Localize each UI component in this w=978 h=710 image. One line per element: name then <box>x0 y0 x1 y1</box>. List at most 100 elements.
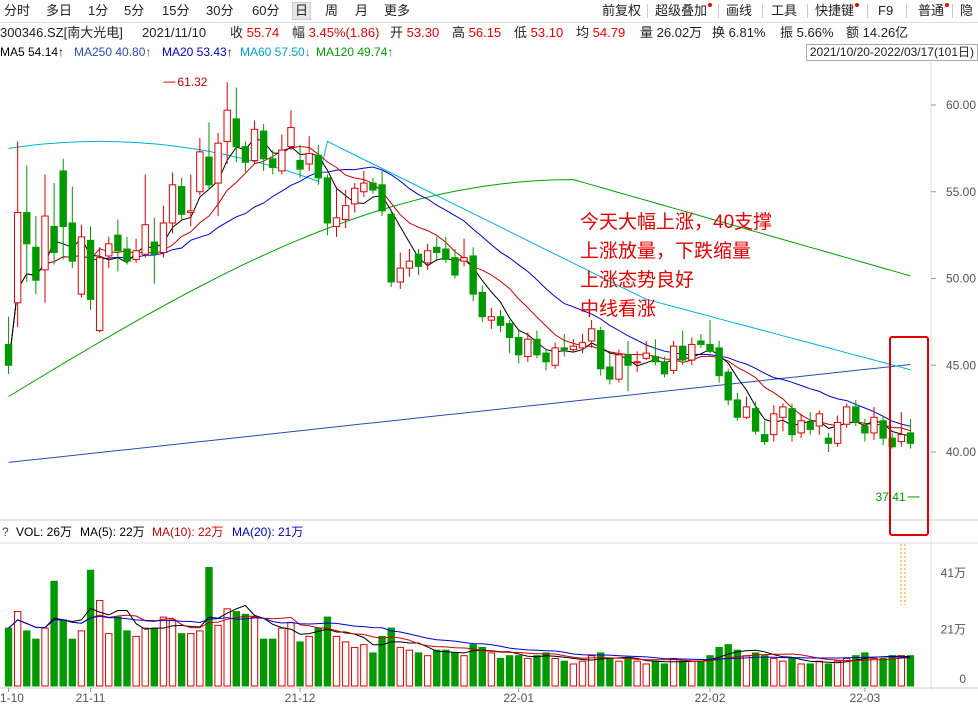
swing-label: 振 <box>780 25 794 40</box>
volume-bar <box>159 616 168 687</box>
candle-body <box>460 257 468 262</box>
amount-value: 14.26亿 <box>862 25 909 40</box>
candle-body <box>442 248 450 260</box>
candle-body <box>341 205 350 221</box>
candle-body <box>32 246 40 281</box>
candle-body <box>533 338 541 356</box>
volume-bar <box>597 652 605 687</box>
normal-mode-button[interactable]: 普通 <box>918 3 950 19</box>
volume-bar <box>460 655 468 687</box>
volume-bar <box>478 646 486 687</box>
toolbar-divider <box>906 4 907 18</box>
period-tab-5min[interactable]: 5分 <box>124 3 145 18</box>
normal-mode-label: 普通 <box>918 3 945 18</box>
tools-button[interactable]: 工具 <box>771 3 798 18</box>
candle-body <box>751 408 760 432</box>
time-tick-label: 22-02 <box>695 691 726 705</box>
volume-bar <box>105 633 113 687</box>
volume-bar <box>241 613 250 687</box>
candle-body <box>524 338 532 358</box>
candle-body <box>779 406 787 418</box>
volume-bar <box>706 655 714 687</box>
candle-body <box>833 422 842 444</box>
high-price-label: 高 <box>452 25 466 40</box>
shortcut-key-button[interactable]: 快捷键 <box>815 3 860 19</box>
candle-body <box>387 213 395 283</box>
hide-button[interactable]: 隐 <box>960 3 974 18</box>
ma60-line <box>8 140 911 371</box>
period-tab-minute[interactable]: 分时 <box>4 3 31 18</box>
date-range-box[interactable]: 2021/10/20-2022/03/17(101日) <box>805 44 978 61</box>
candle-body <box>824 437 833 444</box>
candle-body <box>505 323 514 338</box>
period-tab-15min[interactable]: 15分 <box>162 3 190 18</box>
ma20-line <box>8 166 911 427</box>
candle-body <box>332 217 341 227</box>
volume-bar <box>788 657 796 687</box>
high-price: 高 56.15 <box>452 23 501 43</box>
volume-bar <box>187 633 195 687</box>
volume-amount: 26.02万 <box>656 25 703 40</box>
highlight-box <box>889 336 929 536</box>
turnover-rate: 换 6.81% <box>712 23 766 43</box>
vol-ma5-line <box>8 604 911 664</box>
candle-body <box>323 177 332 224</box>
period-tab-week[interactable]: 周 <box>325 3 339 18</box>
candle-body <box>542 352 550 363</box>
volume-bar <box>679 660 687 687</box>
candle-body <box>23 212 31 245</box>
candle-body <box>423 250 432 264</box>
period-tab-month[interactable]: 月 <box>355 3 369 18</box>
f9-button[interactable]: F9 <box>878 3 894 18</box>
super-overlay-button[interactable]: 超级叠加 <box>655 3 713 19</box>
toolbar-divider <box>867 4 868 18</box>
volume-help-icon[interactable]: ? <box>2 525 9 539</box>
candle-body <box>487 316 496 321</box>
volume-bar <box>13 611 22 687</box>
toolbar-divider <box>647 4 648 18</box>
period-tab-1min[interactable]: 1分 <box>88 3 109 18</box>
candle-body <box>633 361 641 364</box>
volume-bar <box>41 627 49 687</box>
period-tab-30min[interactable]: 30分 <box>206 3 234 18</box>
volume-bar <box>524 657 532 687</box>
candle-body <box>141 224 149 255</box>
volume-bar <box>296 641 304 687</box>
volume-bar <box>351 646 359 687</box>
period-tab-60min[interactable]: 60分 <box>252 3 280 18</box>
volume-tick-label: 41万 <box>941 566 966 580</box>
candle-body <box>706 343 714 352</box>
volume-bar <box>779 660 787 687</box>
turnover-value: 6.81% <box>728 25 766 40</box>
legend-ma20: MA20 53.43↑ <box>162 45 233 59</box>
volume-bar <box>387 627 395 687</box>
period-tab-more[interactable]: 更多 <box>384 3 411 18</box>
volume-bar <box>132 635 140 687</box>
volume-bar <box>551 657 559 687</box>
price-tick-label: 60.00 <box>946 98 976 112</box>
period-tab-day[interactable]: 日 <box>292 2 312 20</box>
annotation-line: 中线看涨 <box>580 299 657 320</box>
candle-body <box>177 186 186 215</box>
volume-bar <box>806 663 814 687</box>
volume-bar <box>515 655 523 687</box>
avg-price: 均 54.79 <box>576 23 625 43</box>
candle-body <box>660 361 669 375</box>
volume-bar <box>405 649 414 687</box>
volume-bar <box>123 630 131 687</box>
high-price-value: 56.15 <box>468 25 502 40</box>
candle-body <box>86 239 95 300</box>
candle-body <box>241 146 250 163</box>
adjust-forward-button[interactable]: 前复权 <box>602 3 642 18</box>
stock-code: 300346.SZ[南大光电] <box>0 25 123 40</box>
period-tab-multiday[interactable]: 多日 <box>46 3 73 18</box>
volume-bar <box>861 652 869 687</box>
volume-bar <box>879 657 887 687</box>
draw-line-button[interactable]: 画线 <box>726 3 753 18</box>
candle-body <box>369 182 377 191</box>
candle-body <box>451 257 459 276</box>
volume-bar <box>378 635 386 687</box>
candle-body <box>697 340 705 345</box>
candle-body <box>13 212 22 304</box>
